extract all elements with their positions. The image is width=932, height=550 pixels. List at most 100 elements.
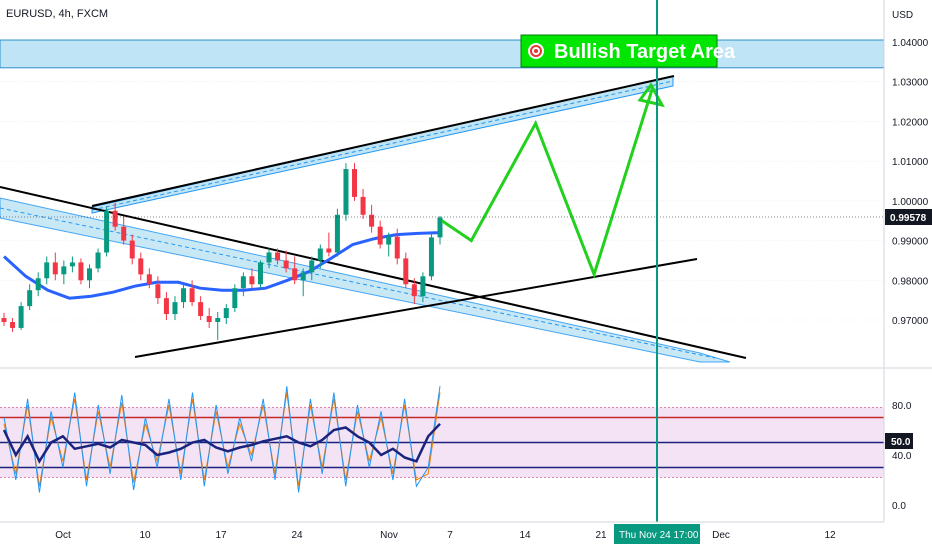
- oscillator-axis-ticks: 80.0 40.0 0.0: [892, 401, 912, 512]
- candle: [420, 272, 426, 303]
- candle: [232, 284, 238, 313]
- target-icon: [528, 43, 544, 59]
- candle: [411, 278, 417, 305]
- candle: [189, 280, 195, 307]
- support-trendline: [134, 258, 698, 358]
- candle: [437, 215, 443, 245]
- candle: [163, 292, 169, 320]
- candle: [300, 268, 306, 297]
- price-tick-label: 1.04000: [892, 38, 929, 49]
- price-axis-ticks: 1.04000 1.03000 1.02000 1.01000 1.00000 0.990…: [892, 38, 929, 327]
- candle: [172, 296, 178, 320]
- price-tick-label: 0.98000: [892, 276, 929, 287]
- time-tick-label: 17: [215, 530, 227, 541]
- oscillator-levels: [0, 407, 884, 478]
- price-tick-label: 0.97000: [892, 316, 929, 327]
- annotation-text: Bullish Target Area: [554, 41, 736, 63]
- candle: [292, 256, 298, 285]
- candle: [52, 252, 58, 281]
- oscillator-main-line: [2, 422, 441, 464]
- projection-path: [441, 87, 655, 279]
- candles: [1, 163, 443, 340]
- candle: [35, 272, 41, 297]
- candle: [257, 260, 263, 289]
- target-zone: [0, 39, 885, 69]
- candle: [275, 248, 281, 265]
- time-tick-label: 24: [291, 530, 303, 541]
- oscillator-tick-label: 0.0: [892, 501, 906, 512]
- price-tick-label: 1.00000: [892, 197, 929, 208]
- candle: [309, 256, 315, 281]
- candle: [78, 258, 84, 285]
- candle: [138, 252, 144, 281]
- candle: [27, 284, 33, 311]
- price-tick-label: 0.99000: [892, 237, 929, 248]
- oscillator-tick-label: 40.0: [892, 451, 912, 462]
- price-tick-label: 1.02000: [892, 117, 929, 128]
- candle: [283, 250, 289, 273]
- bullish-target-annotation: Bullish Target Area: [520, 34, 736, 68]
- time-tick-label: 7: [447, 530, 453, 541]
- price-tick-label: 1.01000: [892, 157, 929, 168]
- candle: [206, 308, 212, 328]
- candle: [394, 228, 400, 265]
- svg-text:0.99578: 0.99578: [890, 213, 927, 224]
- candle: [1, 312, 7, 326]
- candle: [326, 232, 332, 257]
- oscillator-value-tag: 50.0: [885, 433, 913, 449]
- time-tick-label: 10: [139, 530, 151, 541]
- svg-text:50.0: 50.0: [891, 437, 911, 448]
- descending-channel-band: [0, 197, 731, 363]
- candle: [223, 304, 229, 324]
- candle: [198, 296, 204, 320]
- candle: [61, 260, 67, 285]
- candle: [334, 208, 340, 257]
- candle: [181, 284, 187, 309]
- ascending-trendline-upper: [91, 75, 675, 207]
- time-tick-label: Nov: [380, 530, 398, 541]
- time-tick-label: Oct: [55, 530, 71, 541]
- candle: [403, 252, 409, 289]
- chart-title: EURUSD, 4h, FXCM: [6, 8, 108, 20]
- candle: [377, 220, 383, 249]
- time-axis-ticks: Oct 10 17 24 Nov 7 14 21 Dec 12: [55, 530, 836, 541]
- time-tick-label: 21: [595, 530, 607, 541]
- candle: [95, 248, 101, 273]
- candle: [69, 256, 75, 273]
- candle: [44, 256, 50, 285]
- moving-average-line: [2, 231, 441, 300]
- ascending-midline: [91, 80, 674, 211]
- oscillator-fast-line: [3, 386, 441, 493]
- candle: [112, 202, 118, 231]
- svg-text:Thu Nov 24 17:00: Thu Nov 24 17:00: [619, 530, 699, 541]
- time-tick-label: Dec: [712, 530, 730, 541]
- last-price-tag: 0.99578: [885, 209, 932, 225]
- candle: [146, 268, 152, 289]
- descending-midline: [0, 207, 716, 359]
- candle: [86, 264, 92, 289]
- candle: [121, 216, 127, 245]
- currency-label: USD: [892, 10, 913, 21]
- price-tick-label: 1.03000: [892, 78, 929, 89]
- candle: [343, 163, 349, 221]
- candle: [249, 268, 255, 289]
- candle: [317, 244, 323, 269]
- candle: [215, 312, 221, 340]
- candle: [18, 302, 24, 330]
- price-gridlines: [0, 41, 884, 321]
- candle: [266, 248, 272, 269]
- candle: [428, 232, 434, 281]
- candle: [155, 276, 161, 305]
- candle: [10, 318, 16, 332]
- candle: [360, 188, 366, 219]
- oscillator-tick-label: 80.0: [892, 401, 912, 412]
- candle: [129, 234, 135, 265]
- candle: [352, 163, 358, 201]
- time-tick-label: 14: [519, 530, 531, 541]
- candle: [104, 206, 110, 257]
- crosshair-time-tag: Thu Nov 24 17:00: [614, 524, 700, 544]
- time-tick-label: 12: [824, 530, 836, 541]
- candle: [369, 204, 375, 233]
- candle: [386, 232, 392, 257]
